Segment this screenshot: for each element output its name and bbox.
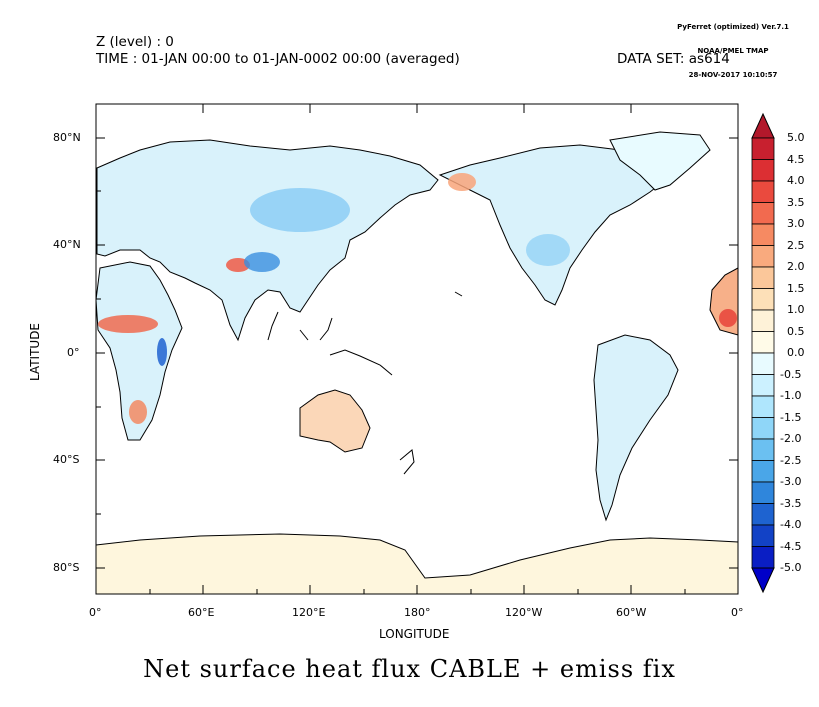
y-axis-title: LATITUDE — [28, 322, 42, 382]
x-tick-0: 0° — [89, 606, 102, 619]
eurasia-field — [96, 139, 439, 342]
sahel-warm-patch — [98, 315, 158, 333]
x-tick-60w: 60°W — [616, 606, 647, 619]
colorbar-label: -2.0 — [780, 432, 802, 445]
colorbar-label: 3.5 — [787, 195, 805, 209]
flux-anomaly-patches — [98, 173, 737, 424]
y-tick-80n: 80°N — [53, 131, 81, 144]
colorbar-label: -4.0 — [780, 518, 802, 531]
colorbar-swatch — [751, 137, 775, 160]
x-axis-title: LONGITUDE — [379, 627, 450, 641]
colorbar-swatch — [751, 417, 775, 440]
z-level-label: Z (level) : 0 — [96, 34, 174, 50]
colorbar-label: 0.5 — [787, 324, 805, 338]
x-tick-60e: 60°E — [188, 606, 215, 619]
colorbar-swatch — [751, 202, 775, 225]
colorbar-swatch — [751, 159, 775, 182]
colorbar-swatch — [751, 524, 775, 547]
na-cool-patch — [526, 234, 570, 266]
colorbar-label: -1.0 — [780, 389, 802, 402]
software-stamp: PyFerret (optimized) Ver.7.1 NOAA/PMEL T… — [668, 7, 798, 87]
colorbar-overflow-arrow — [751, 112, 775, 139]
colorbar-label: 5.0 — [787, 131, 805, 144]
colorbar-swatch — [751, 352, 775, 375]
colorbar-label: -0.5 — [780, 367, 802, 381]
x-tick-0-right: 0° — [731, 606, 744, 619]
siberia-cool-patch — [250, 188, 350, 232]
stamp-line-2: NOAA/PMEL TMAP — [697, 47, 769, 55]
colorbar — [751, 112, 775, 594]
colorbar-swatch — [751, 288, 775, 311]
australia-field — [299, 389, 371, 453]
colorbar-label: -1.5 — [780, 410, 802, 424]
stamp-line-1: PyFerret (optimized) Ver.7.1 — [677, 23, 789, 31]
colorbar-label: 0.0 — [787, 346, 805, 359]
stamp-line-3: 28-NOV-2017 10:10:57 — [688, 71, 778, 79]
x-tick-180: 180° — [404, 606, 431, 619]
continent-fields — [95, 131, 739, 595]
y-tick-0: 0° — [67, 346, 80, 359]
colorbar-swatch — [751, 438, 775, 461]
colorbar-label: -5.0 — [780, 561, 802, 574]
colorbar-swatch — [751, 503, 775, 526]
colorbar-label: -2.5 — [780, 453, 802, 467]
colorbar-swatch — [751, 309, 775, 332]
north-america-field — [438, 144, 669, 306]
colorbar-swatch — [751, 481, 775, 504]
time-range-label: TIME : 01-JAN 00:00 to 01-JAN-0002 00:00… — [96, 51, 460, 67]
x-tick-120e: 120°E — [292, 606, 326, 619]
africa-field — [95, 261, 183, 441]
y-tick-40s: 40°S — [53, 453, 80, 466]
colorbar-swatch — [751, 546, 775, 569]
east-africa-cool-patch — [157, 338, 167, 366]
y-tick-80s: 80°S — [53, 561, 80, 574]
colorbar-underflow-arrow — [751, 567, 775, 594]
south-america-field — [593, 334, 679, 522]
west-africa-warm-patch — [719, 309, 737, 327]
colorbar-label: 4.5 — [787, 152, 805, 166]
figure-title: Net surface heat flux CABLE + emiss fix — [143, 655, 676, 683]
colorbar-label: 2.0 — [787, 260, 805, 273]
colorbar-swatch — [751, 331, 775, 354]
colorbar-label: 2.5 — [787, 238, 805, 252]
greenland-field — [609, 131, 711, 191]
alaska-warm-patch — [448, 173, 476, 191]
colorbar-swatch — [751, 266, 775, 289]
colorbar-label: 1.0 — [787, 303, 805, 316]
dataset-label: DATA SET: as614 — [617, 51, 730, 67]
colorbar-swatch — [751, 460, 775, 483]
colorbar-swatch — [751, 245, 775, 268]
colorbar-swatch — [751, 374, 775, 397]
colorbar-swatch — [751, 223, 775, 246]
arabia-warm-patch — [226, 258, 250, 272]
kalahari-warm-patch — [129, 400, 147, 424]
colorbar-swatch — [751, 395, 775, 418]
colorbar-label: -3.5 — [780, 496, 802, 510]
colorbar-swatch — [751, 180, 775, 203]
colorbar-label: 3.0 — [787, 217, 805, 230]
colorbar-label: 1.5 — [787, 281, 805, 295]
colorbar-label: 4.0 — [787, 174, 805, 187]
colorbar-label: -3.0 — [780, 475, 802, 488]
island-outlines — [267, 291, 463, 475]
y-tick-40n: 40°N — [53, 238, 81, 251]
frame-ticks — [95, 104, 738, 594]
x-tick-120w: 120°W — [505, 606, 543, 619]
colorbar-label: -4.5 — [780, 539, 802, 553]
tibet-cool-patch — [244, 252, 280, 272]
